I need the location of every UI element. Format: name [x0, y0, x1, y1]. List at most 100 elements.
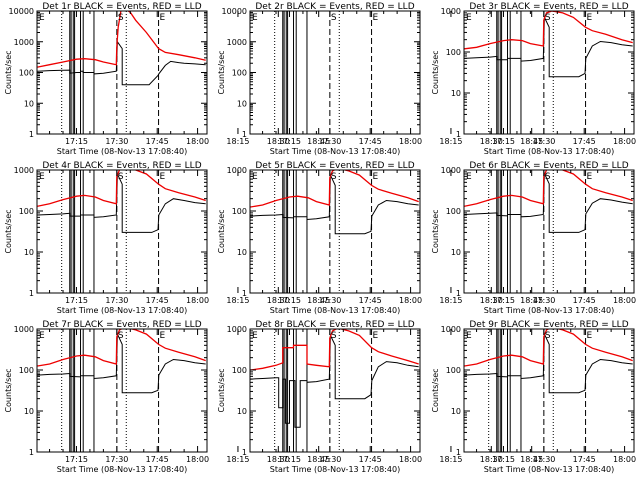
x-tick-label: 18:45	[307, 296, 330, 305]
y-tick-label: 1	[456, 289, 461, 298]
x-axis-title: Start Time (08-Nov-13 17:08:40)	[270, 465, 400, 474]
x-axis-title: Start Time (08-Nov-13 17:08:40)	[57, 465, 187, 474]
series-lld-line	[464, 170, 633, 207]
series-lld-line	[37, 170, 206, 207]
series-lld-line	[250, 329, 419, 371]
marker-label: S	[545, 331, 551, 341]
x-tick-label: 17:30	[532, 296, 555, 305]
series-lld-line	[464, 329, 633, 367]
x-tick-label: 18:30	[267, 455, 290, 464]
marker-label: E	[39, 13, 45, 23]
x-tick-label: 17:15	[278, 137, 301, 146]
x-tick-label: 17:15	[65, 296, 88, 305]
panel-data	[250, 170, 419, 293]
panel-title: Det 1r BLACK = Events, RED = LLD	[42, 2, 201, 12]
marker-label: E	[373, 331, 379, 341]
y-tick-label: 100	[232, 366, 247, 375]
panel-title: Det 2r BLACK = Events, RED = LLD	[255, 2, 414, 12]
marker-label: E	[252, 172, 258, 182]
x-tick-label: 18:15	[439, 455, 462, 464]
x-axis-title: Start Time (08-Nov-13 17:08:40)	[484, 465, 614, 474]
panel-data	[37, 329, 206, 452]
marker-label: E	[373, 13, 379, 23]
panel-frame	[36, 169, 208, 294]
panel-data	[464, 329, 633, 452]
panel-data	[37, 170, 206, 293]
y-tick-label: 10000	[222, 7, 247, 16]
marker-label: E	[39, 331, 45, 341]
y-axis-title: Counts/sec	[4, 209, 13, 253]
y-tick-label: 10	[451, 407, 461, 416]
marker-label: E	[39, 172, 45, 182]
y-tick-label: 1000	[441, 7, 461, 16]
x-tick-label: 17:15	[492, 455, 515, 464]
panel-frame	[249, 328, 421, 453]
y-tick-label: 10000	[9, 7, 34, 16]
series-events-line	[37, 40, 206, 86]
y-tick-label: 100	[446, 207, 461, 216]
x-tick-label: 18:30	[267, 137, 290, 146]
y-axis-title: Counts/sec	[431, 50, 440, 94]
x-tick-label: 17:30	[105, 296, 128, 305]
series-events-line	[250, 335, 419, 428]
y-tick-label: 1	[29, 289, 34, 298]
x-tick-label: 18:00	[399, 296, 422, 305]
x-tick-label: 17:45	[359, 137, 382, 146]
x-tick-label: 17:30	[532, 455, 555, 464]
y-tick-label: 1000	[227, 166, 247, 175]
x-tick-label: 18:45	[307, 455, 330, 464]
x-axis-title: Start Time (08-Nov-13 17:08:40)	[57, 147, 187, 156]
panel-title: Det 9r BLACK = Events, RED = LLD	[469, 320, 628, 330]
marker-label: S	[118, 172, 124, 182]
x-tick-label: 18:30	[480, 137, 503, 146]
x-tick-label: 18:15	[226, 296, 249, 305]
x-axis-title: Start Time (08-Nov-13 17:08:40)	[484, 306, 614, 315]
y-tick-label: 1000	[14, 325, 34, 334]
y-tick-label: 100	[19, 366, 34, 375]
x-tick-label: 18:30	[480, 296, 503, 305]
y-tick-label: 1	[242, 289, 247, 298]
y-tick-label: 10	[24, 407, 34, 416]
y-tick-label: 1	[29, 130, 34, 139]
series-events-line	[250, 174, 419, 235]
panel-frame	[463, 169, 635, 294]
marker-label: E	[466, 331, 472, 341]
series-events-line	[37, 333, 206, 394]
x-tick-label: 17:45	[359, 296, 382, 305]
panel-frame	[36, 328, 208, 453]
x-tick-label: 17:15	[278, 296, 301, 305]
x-tick-label: 17:30	[532, 137, 555, 146]
x-tick-label: 17:45	[573, 137, 596, 146]
x-tick-label: 17:15	[65, 455, 88, 464]
y-tick-label: 1	[29, 448, 34, 457]
marker-label: S	[545, 13, 551, 23]
y-tick-label: 1	[242, 448, 247, 457]
panel-data	[250, 329, 419, 452]
y-tick-label: 10	[451, 89, 461, 98]
panel-title: Det 8r BLACK = Events, RED = LLD	[255, 320, 414, 330]
marker-label: S	[331, 172, 337, 182]
panel-frame	[249, 10, 421, 135]
series-lld-line	[464, 11, 633, 50]
x-axis-title: Start Time (08-Nov-13 17:08:40)	[484, 147, 614, 156]
x-tick-label: 17:45	[146, 455, 169, 464]
x-axis-title: Start Time (08-Nov-13 17:08:40)	[270, 147, 400, 156]
marker-label: S	[331, 13, 337, 23]
x-tick-label: 18:15	[226, 137, 249, 146]
x-tick-label: 18:45	[520, 455, 543, 464]
y-tick-label: 100	[232, 69, 247, 78]
y-axis-title: Counts/sec	[217, 50, 226, 94]
x-tick-label: 17:30	[318, 455, 341, 464]
x-tick-label: 18:00	[399, 137, 422, 146]
panel-title: Det 3r BLACK = Events, RED = LLD	[469, 2, 628, 12]
x-tick-label: 17:45	[146, 137, 169, 146]
marker-label: E	[252, 331, 258, 341]
x-tick-label: 18:00	[613, 137, 636, 146]
series-events-line	[37, 173, 206, 233]
x-tick-label: 18:00	[613, 455, 636, 464]
